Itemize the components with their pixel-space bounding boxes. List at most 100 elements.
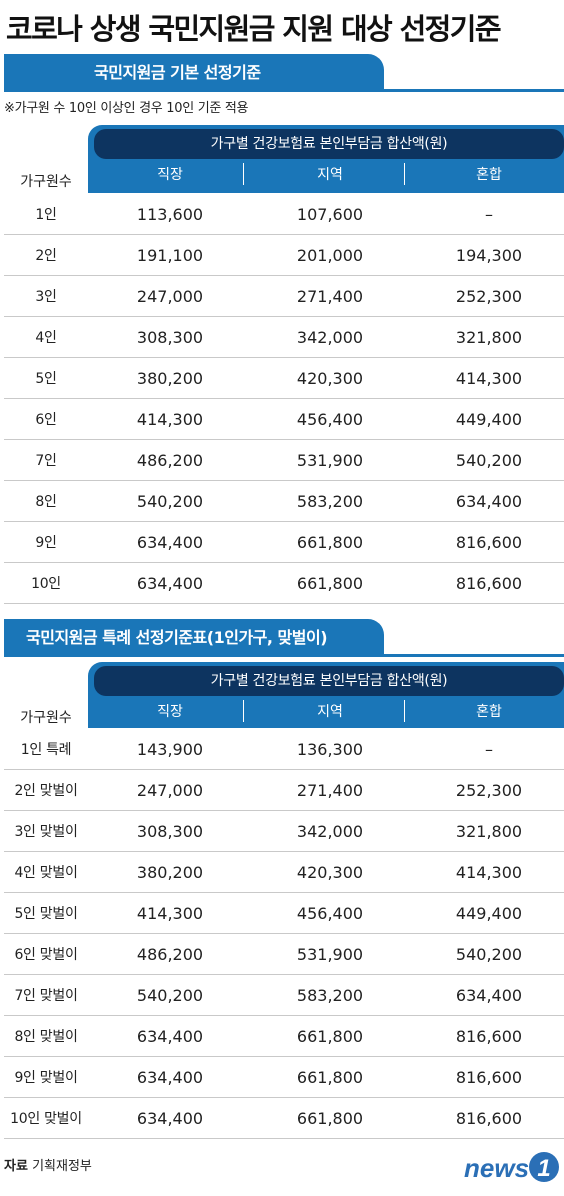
table-cell: 816,600 [455, 533, 523, 552]
table-cell: 201,000 [296, 246, 364, 265]
table-cell: 634,400 [455, 986, 523, 1005]
row-divider [4, 892, 564, 893]
table-cell: 540,200 [136, 492, 204, 511]
logo-circle [529, 1152, 559, 1182]
section-rule [4, 654, 564, 657]
table-cell: 321,800 [455, 822, 523, 841]
table-row: 2인 191,100 201,000 194,300 [4, 236, 564, 276]
table-cell: 252,300 [455, 781, 523, 800]
table-row: 7인 맞벌이 540,200 583,200 634,400 [4, 976, 564, 1016]
row-divider [4, 316, 564, 317]
column-separator [243, 700, 244, 722]
table-cell: 420,300 [296, 863, 364, 882]
table-cell: 420,300 [296, 369, 364, 388]
table-cell: 194,300 [455, 246, 523, 265]
row-label: 1인 특례 [20, 742, 72, 758]
column-header-honhap: 혼합 [476, 704, 502, 720]
table-row: 8인 맞벌이 634,400 661,800 816,600 [4, 1017, 564, 1057]
table-cell: 634,400 [136, 533, 204, 552]
table-cell: 380,200 [136, 863, 204, 882]
table-cell: 342,000 [296, 328, 364, 347]
table-cell: 414,300 [455, 369, 523, 388]
source-credit: 자료 기획재정부 [4, 1155, 92, 1174]
table-cell: 456,400 [296, 904, 364, 923]
page-title: 코로나 상생 국민지원금 지원 대상 선정기준 [6, 12, 502, 46]
table-row: 4인 308,300 342,000 321,800 [4, 318, 564, 358]
table-cell: 634,400 [455, 492, 523, 511]
table-cell: 247,000 [136, 781, 204, 800]
table-cell: 113,600 [136, 205, 204, 224]
table-cell: 816,600 [455, 1027, 523, 1046]
column-header-jiyeok: 지역 [317, 167, 343, 183]
table-cell: 816,600 [455, 1109, 523, 1128]
table-header-group: 가구별 건강보험료 본인부담금 합산액(원) [94, 129, 564, 159]
row-label: 9인 맞벌이 [14, 1070, 78, 1086]
row-header-label: 가구원수 [20, 710, 72, 726]
row-divider [4, 603, 564, 604]
column-header-honhap: 혼합 [476, 167, 502, 183]
table-cell: 456,400 [296, 410, 364, 429]
section-title-basic: 국민지원금 기본 선정기준 [4, 54, 384, 92]
row-divider [4, 480, 564, 481]
table-cell: 661,800 [296, 1109, 364, 1128]
table-cell: – [485, 205, 493, 224]
table-cell: 634,400 [136, 1109, 204, 1128]
source-text: 기획재정부 [32, 1159, 92, 1174]
table-cell: 634,400 [136, 1027, 204, 1046]
table-row: 3인 247,000 271,400 252,300 [4, 277, 564, 317]
table-cell: 271,400 [296, 781, 364, 800]
table-cell: – [485, 740, 493, 759]
table-cell: 816,600 [455, 574, 523, 593]
table-cell: 380,200 [136, 369, 204, 388]
table-cell: 486,200 [136, 451, 204, 470]
row-label: 4인 맞벌이 [14, 865, 78, 881]
column-separator [243, 163, 244, 185]
section-rule [4, 89, 564, 92]
table-row: 1인 113,600 107,600 – [4, 195, 564, 235]
row-divider [4, 1138, 564, 1139]
row-label: 3인 맞벌이 [14, 824, 78, 840]
table-row: 9인 맞벌이 634,400 661,800 816,600 [4, 1058, 564, 1098]
row-divider [4, 357, 564, 358]
table-row: 1인 특례 143,900 136,300 – [4, 730, 564, 770]
table-cell: 661,800 [296, 1068, 364, 1087]
table-row: 10인 맞벌이 634,400 661,800 816,600 [4, 1099, 564, 1139]
column-header-jiyeok: 지역 [317, 704, 343, 720]
row-label: 6인 맞벌이 [14, 947, 78, 963]
table-row: 8인 540,200 583,200 634,400 [4, 482, 564, 522]
row-divider [4, 234, 564, 235]
table-cell: 449,400 [455, 904, 523, 923]
row-divider [4, 933, 564, 934]
table-cell: 540,200 [455, 451, 523, 470]
table-cell: 449,400 [455, 410, 523, 429]
table-cell: 308,300 [136, 328, 204, 347]
column-separator [404, 700, 405, 722]
row-label: 6인 [35, 412, 57, 428]
row-label: 1인 [35, 207, 57, 223]
table-cell: 661,800 [296, 1027, 364, 1046]
table-row: 6인 맞벌이 486,200 531,900 540,200 [4, 935, 564, 975]
row-label: 9인 [35, 535, 57, 551]
table-cell: 342,000 [296, 822, 364, 841]
row-divider [4, 1097, 564, 1098]
column-header-jikjang: 직장 [157, 704, 183, 720]
table-cell: 143,900 [136, 740, 204, 759]
table-cell: 583,200 [296, 492, 364, 511]
table-cell: 414,300 [136, 904, 204, 923]
row-label: 10인 맞벌이 [10, 1111, 82, 1127]
row-label: 5인 맞벌이 [14, 906, 78, 922]
row-label: 8인 맞벌이 [14, 1029, 78, 1045]
column-header-jikjang: 직장 [157, 167, 183, 183]
table-cell: 308,300 [136, 822, 204, 841]
column-separator [404, 163, 405, 185]
table-header-group: 가구별 건강보험료 본인부담금 합산액(원) [94, 666, 564, 696]
table-cell: 661,800 [296, 574, 364, 593]
table-cell: 634,400 [136, 1068, 204, 1087]
table-cell: 271,400 [296, 287, 364, 306]
row-divider [4, 521, 564, 522]
row-label: 8인 [35, 494, 57, 510]
row-divider [4, 974, 564, 975]
table-cell: 486,200 [136, 945, 204, 964]
table-cell: 136,300 [296, 740, 364, 759]
row-divider [4, 562, 564, 563]
